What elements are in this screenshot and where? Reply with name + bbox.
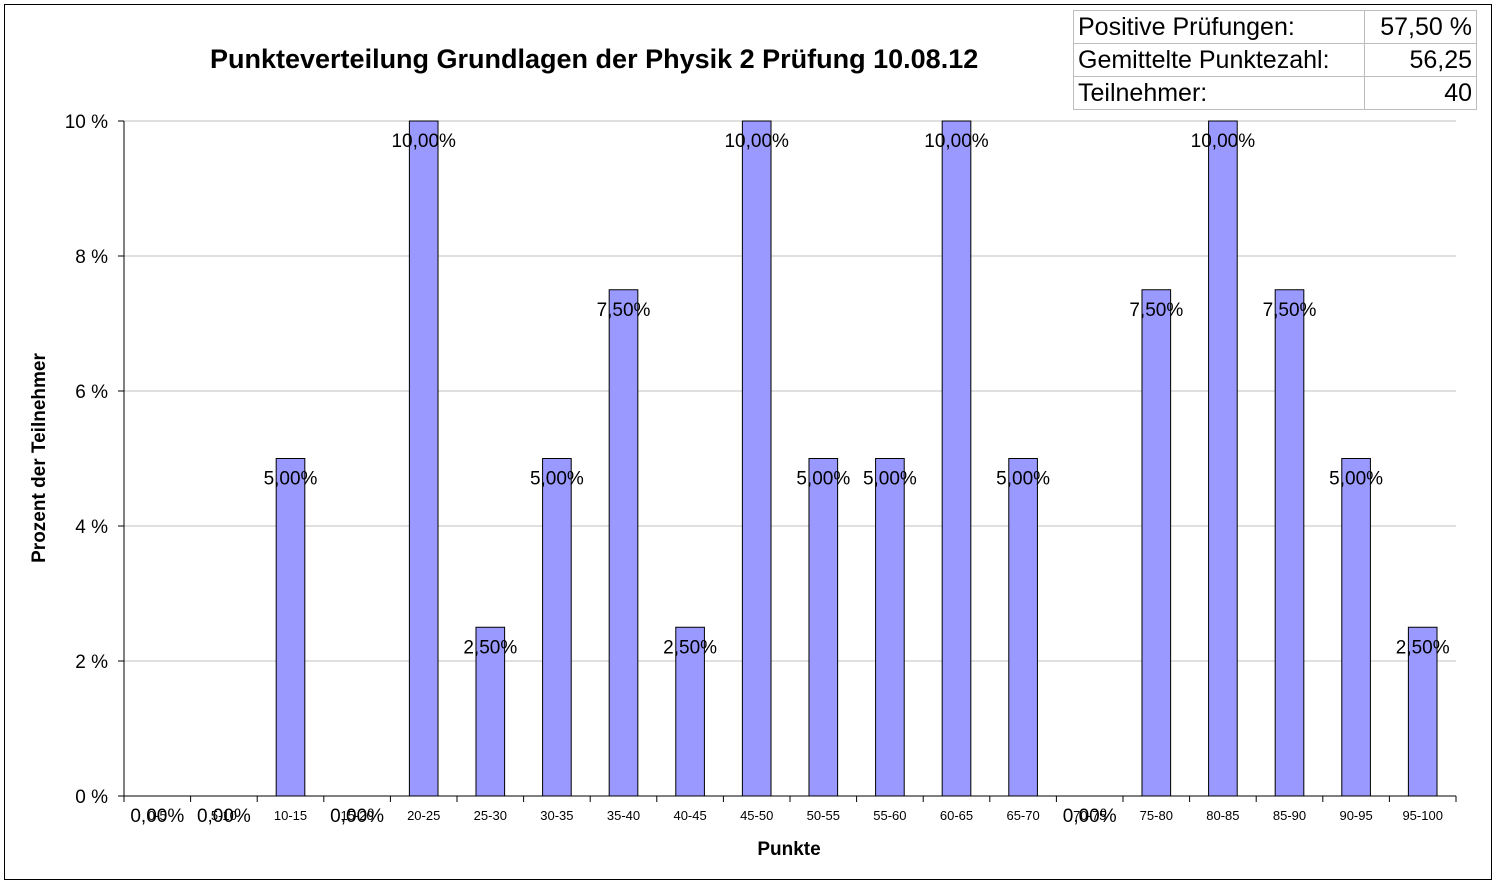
bar [941, 120, 972, 797]
chart-title: Punkteverteilung Grundlagen der Physik 2… [210, 44, 979, 74]
data-label: 10,00% [924, 131, 989, 152]
stats-row-average: Gemittelte Punktezahl: 56,25 [1073, 43, 1477, 77]
data-label: 0,00% [1063, 806, 1117, 827]
bars [275, 120, 1438, 797]
data-label: 5,00% [996, 469, 1050, 490]
axes [118, 120, 1457, 802]
x-tick-label: 50-55 [807, 808, 840, 823]
data-label: 0,00% [330, 806, 384, 827]
x-tick-label: 60-65 [940, 808, 973, 823]
stats-label: Positive Prüfungen: [1073, 10, 1365, 44]
x-tick-label: 85-90 [1273, 808, 1306, 823]
x-tick-label: 15-20 [340, 808, 373, 823]
stats-label: Gemittelte Punktezahl: [1073, 43, 1365, 77]
x-tick-label: 25-30 [474, 808, 507, 823]
stats-label: Teilnehmer: [1073, 76, 1365, 110]
bar [608, 289, 639, 797]
x-tick-label: 30-35 [540, 808, 573, 823]
data-label: 10,00% [391, 131, 456, 152]
y-tick-label: 6 % [75, 382, 108, 403]
x-tick-label: 0-5 [148, 808, 167, 823]
data-label: 10,00% [1191, 131, 1256, 152]
bar [1407, 626, 1438, 797]
data-label: 2,50% [663, 637, 717, 658]
data-label: 7,50% [1263, 300, 1317, 321]
bar [1141, 289, 1172, 797]
y-axis-label: Prozent der Teilnehmer [29, 353, 50, 563]
stats-value: 40 [1364, 76, 1477, 110]
data-label: 0,00% [130, 806, 184, 827]
bar [875, 458, 905, 797]
x-tick-label: 80-85 [1206, 808, 1239, 823]
data-label: 2,50% [463, 637, 517, 658]
bar [808, 458, 839, 797]
x-tick-label: 70-75 [1073, 808, 1106, 823]
x-tick-label: 20-25 [407, 808, 440, 823]
x-tick-label: 55-60 [873, 808, 906, 823]
x-tick-label: 65-70 [1006, 808, 1039, 823]
bar [1274, 289, 1305, 797]
data-label: 10,00% [724, 131, 789, 152]
x-tick-label: 75-80 [1140, 808, 1173, 823]
bar [542, 458, 572, 797]
x-tick-labels: 0-5 5-10 10-15 15-20 20-25 25-30 30-35 35-40 40-… [148, 808, 1443, 823]
data-label: 2,50% [1396, 637, 1450, 658]
bar [1341, 458, 1371, 797]
data-label: 5,00% [796, 469, 850, 490]
data-label: 5,00% [863, 469, 917, 490]
data-label: 5,00% [1329, 469, 1383, 490]
stats-value: 56,25 [1364, 43, 1477, 77]
y-tick-labels: 0 % 2 % 4 % 6 % 8 % 10 % [65, 112, 108, 808]
bar [408, 120, 439, 797]
gridlines [124, 120, 1456, 662]
bar [741, 120, 772, 797]
data-label: 7,50% [1129, 300, 1183, 321]
bar [275, 458, 306, 797]
stats-table: Positive Prüfungen: 57,50 % Gemittelte P… [1073, 10, 1477, 110]
stats-value: 57,50 % [1364, 10, 1477, 44]
y-tick-label: 10 % [65, 112, 108, 133]
y-tick-label: 2 % [75, 652, 108, 673]
y-tick-label: 8 % [75, 247, 108, 268]
y-tick-label: 4 % [75, 517, 108, 538]
x-tick-label: 5-10 [211, 808, 237, 823]
data-label: 5,00% [264, 469, 318, 490]
data-label: 5,00% [530, 469, 584, 490]
y-tick-label: 0 % [75, 787, 108, 808]
data-label: 7,50% [597, 300, 651, 321]
x-tick-label: 45-50 [740, 808, 773, 823]
x-tick-label: 40-45 [673, 808, 706, 823]
x-tick-label: 95-100 [1402, 808, 1442, 823]
x-tick-label: 90-95 [1339, 808, 1372, 823]
stats-row-participants: Teilnehmer: 40 [1073, 76, 1477, 110]
x-axis-label: Punkte [757, 839, 820, 860]
x-tick-label: 10-15 [274, 808, 307, 823]
stats-row-positive: Positive Prüfungen: 57,50 % [1073, 10, 1477, 44]
data-label: 0,00% [197, 806, 251, 827]
bar [1008, 458, 1038, 797]
data-labels: 0,00% 0,00% 5,00% 0,00% 10,00% 2,50% 5,00% 7,50… [130, 131, 1449, 827]
bar [675, 626, 705, 797]
bar [1208, 120, 1238, 797]
x-tick-label: 35-40 [607, 808, 640, 823]
